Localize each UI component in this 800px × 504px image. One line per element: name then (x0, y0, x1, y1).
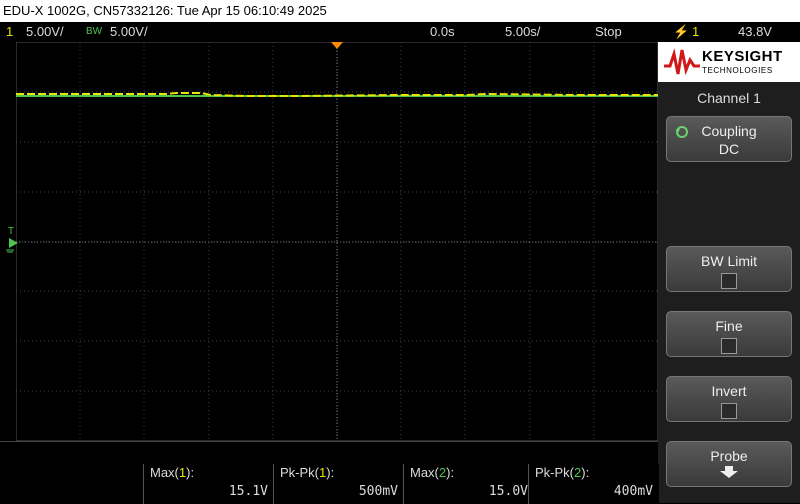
invert-label: Invert (711, 383, 747, 399)
brand-name: KEYSIGHT (702, 48, 783, 65)
channel1-number[interactable]: 1 (6, 24, 14, 39)
invert-checkbox[interactable] (721, 403, 737, 419)
time-position[interactable]: 0.0s (430, 24, 455, 39)
bw-limit-softkey[interactable]: BW Limit (666, 246, 792, 292)
measurement-name: Max(2): (410, 465, 455, 480)
window-title: EDU-X 1002G, CN57332126: Tue Apr 15 06:1… (0, 0, 800, 22)
channel1-trace (16, 92, 658, 97)
channel2-scale[interactable]: 5.00V/ (110, 24, 148, 39)
softkey-panel: KEYSIGHT TECHNOLOGIES Channel 1 Coupling… (658, 42, 800, 503)
measurement-pkpk-ch1[interactable]: Pk-Pk(1): 500mV (273, 464, 404, 504)
fine-label: Fine (715, 318, 743, 334)
trigger-source[interactable]: 1 (692, 24, 700, 39)
measurement-name: Max(1): (150, 465, 195, 480)
measurement-value: 500mV (358, 484, 398, 499)
bw-indicator: BW (86, 26, 103, 37)
status-bar: 1 5.00V/ BW 5.00V/ 0.0s 5.00s/ Stop ⚡ 1 … (0, 22, 800, 42)
trigger-level[interactable]: 43.8V (738, 24, 772, 39)
keysight-wave-icon (664, 48, 700, 76)
waveform-graticule (16, 42, 658, 441)
probe-softkey[interactable]: Probe (666, 441, 792, 487)
ground-arrow-icon (6, 238, 18, 253)
ground-marker-label: T (8, 226, 15, 237)
menu-title: Channel 1 (697, 90, 761, 106)
time-scale[interactable]: 5.00s/ (505, 24, 541, 39)
coupling-value: DC (718, 141, 740, 157)
fine-softkey[interactable]: Fine (666, 311, 792, 357)
measurement-value: 400mV (613, 484, 653, 499)
channel1-scale[interactable]: 5.00V/ (26, 24, 64, 39)
measurement-pkpk-ch2[interactable]: Pk-Pk(2): 400mV (528, 464, 659, 504)
coupling-softkey[interactable]: Coupling DC (666, 116, 792, 162)
measurement-max-ch2[interactable]: Max(2): 15.0V (403, 464, 534, 504)
coupling-label: Coupling (701, 123, 757, 139)
arrow-down-icon (720, 466, 738, 478)
fine-checkbox[interactable] (721, 338, 737, 354)
probe-label: Probe (710, 448, 748, 464)
bw-limit-label: BW Limit (701, 253, 757, 269)
measurement-name: Pk-Pk(1): (280, 465, 335, 480)
invert-softkey[interactable]: Invert (666, 376, 792, 422)
trigger-icon: ⚡ (673, 24, 690, 39)
brand-subtitle: TECHNOLOGIES (702, 66, 773, 75)
run-state: Stop (595, 24, 622, 39)
bw-limit-checkbox[interactable] (721, 273, 737, 289)
measurement-value: 15.1V (228, 484, 268, 499)
trigger-time-marker (331, 42, 343, 49)
measurement-bar: Max(1): 15.1V Pk-Pk(1): 500mV Max(2): 15… (0, 441, 659, 504)
rotate-icon (676, 126, 688, 138)
measurement-name: Pk-Pk(2): (535, 465, 590, 480)
measurement-value: 15.0V (488, 484, 528, 499)
measurement-max-ch1[interactable]: Max(1): 15.1V (143, 464, 274, 504)
keysight-logo: KEYSIGHT TECHNOLOGIES (658, 42, 800, 82)
ground-marker[interactable]: T (6, 226, 18, 254)
